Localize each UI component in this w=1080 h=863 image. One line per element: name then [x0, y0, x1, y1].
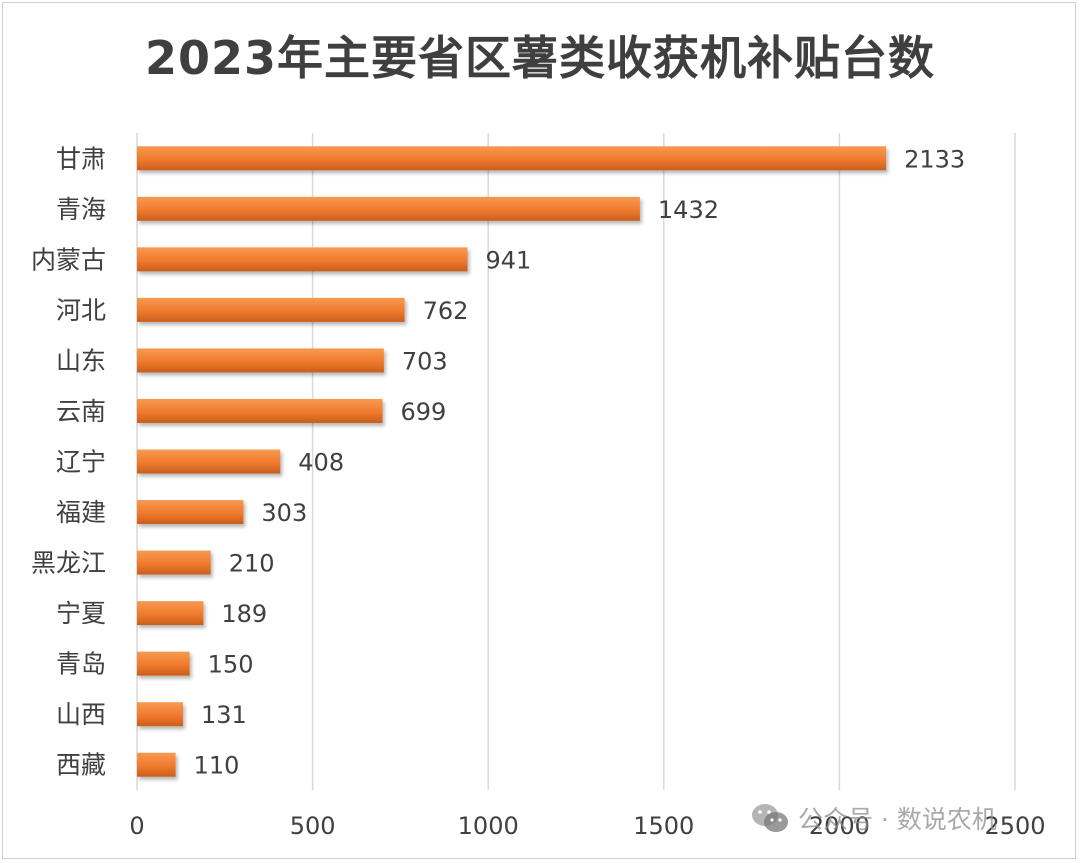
chart-title: 2023年主要省区薯类收获机补贴台数	[144, 31, 936, 85]
bar	[137, 449, 281, 474]
bar	[137, 146, 887, 171]
bar	[137, 247, 468, 272]
category-label: 山东	[56, 346, 106, 375]
data-label: 189	[221, 600, 267, 628]
category-label: 西藏	[56, 751, 106, 780]
bar	[137, 398, 383, 423]
x-tick-label: 0	[129, 812, 144, 840]
data-label: 210	[229, 550, 275, 578]
data-label: 131	[201, 701, 247, 729]
bar	[137, 196, 640, 221]
watermark-text: 公众号 · 数说农机	[798, 805, 997, 834]
x-tick-label: 500	[290, 812, 336, 840]
data-label: 1432	[658, 196, 719, 224]
category-label: 河北	[56, 296, 106, 325]
category-label: 辽宁	[56, 448, 106, 477]
category-label: 宁夏	[56, 599, 106, 628]
data-label: 408	[298, 449, 344, 477]
category-label: 云南	[56, 397, 106, 426]
data-label: 2133	[904, 145, 965, 173]
category-label: 甘肃	[56, 144, 106, 173]
x-tick-label: 2000	[809, 812, 870, 840]
data-label: 150	[208, 651, 254, 679]
wechat-icon	[752, 804, 788, 832]
bar	[137, 651, 190, 676]
bar	[137, 550, 211, 575]
bar	[137, 348, 384, 373]
category-label: 内蒙古	[31, 245, 106, 274]
data-label: 303	[261, 499, 307, 527]
category-label: 青海	[56, 195, 106, 224]
data-label: 703	[402, 347, 448, 375]
category-label: 山西	[56, 700, 106, 729]
bar	[137, 500, 244, 525]
bar	[137, 601, 204, 626]
category-label: 黑龙江	[31, 549, 106, 578]
category-label: 青岛	[56, 650, 106, 679]
bar	[137, 702, 184, 727]
data-label: 941	[485, 246, 531, 274]
x-tick-label: 2500	[984, 812, 1045, 840]
watermark: 公众号 · 数说农机	[750, 800, 997, 836]
data-label: 699	[400, 398, 446, 426]
x-tick-label: 1000	[458, 812, 519, 840]
bar	[137, 752, 176, 777]
category-label: 福建	[56, 498, 106, 527]
x-tick-label: 1500	[633, 812, 694, 840]
bar	[137, 297, 405, 322]
data-label: 110	[194, 752, 240, 780]
data-label: 762	[423, 297, 469, 325]
